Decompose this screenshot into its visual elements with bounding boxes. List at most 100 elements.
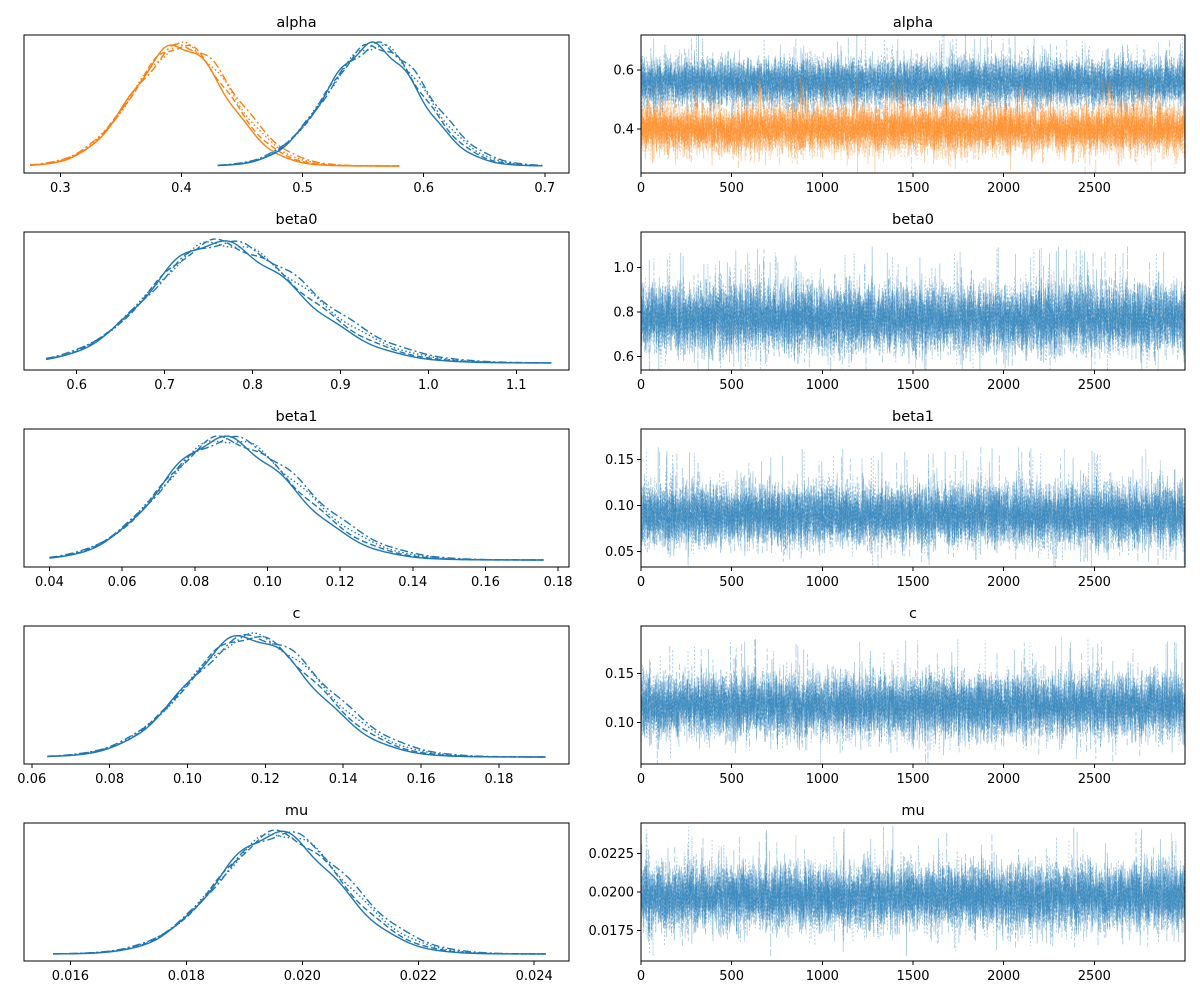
c-chain-1-trace xyxy=(641,638,1185,764)
beta0-trace-xtick-label: 1500 xyxy=(896,378,929,393)
alpha-density-plot-area xyxy=(30,41,543,167)
beta1-trace-ytick-label: 0.10 xyxy=(605,499,634,514)
c-trace-axes-frame xyxy=(640,625,1186,765)
alpha-1--chain-0-trace xyxy=(641,35,1185,128)
c-chain-3-trace xyxy=(641,640,1185,764)
c-density-xtick-label: 0.08 xyxy=(95,772,124,787)
beta1-density-xtick-label: 0.16 xyxy=(471,575,500,590)
alpha-1--chain-2-trace xyxy=(641,35,1185,120)
alpha-trace-ytick-label: 0.6 xyxy=(613,64,634,79)
beta1-density-xtick-label: 0.12 xyxy=(326,575,355,590)
mu-trace-xtick-label: 500 xyxy=(719,969,744,984)
alpha-0--chain-3-density-curve xyxy=(30,43,400,167)
c-chain-2-trace xyxy=(641,636,1185,764)
alpha-1--chain-3-density-curve xyxy=(217,41,543,167)
beta0-trace-xtick-label: 2500 xyxy=(1078,378,1111,393)
alpha-trace-xtick-label: 500 xyxy=(719,181,744,196)
beta0-trace-ytick-label: 1.0 xyxy=(613,261,634,276)
c-trace-panel: c 0.10 0.15 0 500 1000 1500 2000 2500 xyxy=(605,606,1186,787)
beta0-trace-panel: beta0 0.6 0.8 1.0 0 500 1000 1500 2000 2500 xyxy=(613,212,1186,393)
alpha-0--chain-2-density-curve xyxy=(30,41,400,167)
mu-trace-xtick-label: 2000 xyxy=(987,969,1020,984)
alpha-trace-plot-area xyxy=(641,35,1185,173)
beta1-density-xtick-label: 0.14 xyxy=(398,575,427,590)
alpha-density-panel: alpha 0.3 0.4 0.5 0.6 0.7 xyxy=(23,15,570,196)
mu-density-axes-frame xyxy=(23,822,570,962)
beta1-trace-xtick-label: 500 xyxy=(719,575,744,590)
beta0-trace-ytick-label: 0.8 xyxy=(613,306,634,321)
alpha-trace-title: alpha xyxy=(893,15,933,31)
alpha-density-xtick-label: 0.7 xyxy=(534,181,555,196)
beta1-density-axes-frame xyxy=(23,428,570,568)
c-density-title: c xyxy=(293,606,301,622)
alpha-1--chain-1-trace xyxy=(641,35,1185,124)
c-density-xtick-label: 0.12 xyxy=(251,772,280,787)
alpha-trace-panel: alpha 0.4 0.6 0 500 1000 1500 2000 2500 xyxy=(613,15,1186,196)
mu-chain-3-density-curve xyxy=(52,831,546,955)
c-trace-title: c xyxy=(909,606,917,622)
beta1-trace-xtick-label: 2500 xyxy=(1078,575,1111,590)
beta0-chain-3-trace xyxy=(641,246,1185,370)
beta1-trace-xtick-label: 0 xyxy=(637,575,645,590)
beta0-density-plot-area xyxy=(45,238,552,364)
mu-chain-0-trace xyxy=(641,825,1185,957)
alpha-1--chain-3-trace xyxy=(641,35,1185,120)
mu-chain-2-density-curve xyxy=(52,833,546,955)
c-density-xtick-label: 0.10 xyxy=(173,772,202,787)
beta0-density-panel: beta0 0.6 0.7 0.8 0.9 1.0 1.1 xyxy=(23,212,570,393)
beta1-chain-0-density-curve xyxy=(49,435,544,561)
alpha-density-xtick-label: 0.6 xyxy=(413,181,434,196)
alpha-density-xtick-label: 0.4 xyxy=(171,181,192,196)
beta1-chain-3-density-curve xyxy=(49,435,544,561)
mu-density-xtick-label: 0.016 xyxy=(52,969,89,984)
beta0-density-axes-frame xyxy=(23,231,570,371)
beta0-trace-title: beta0 xyxy=(892,212,934,228)
beta1-chain-3-trace xyxy=(641,447,1185,567)
beta1-trace-plot-area xyxy=(641,447,1185,567)
beta0-chain-0-density-curve xyxy=(45,240,552,364)
beta0-density-xtick-label: 0.9 xyxy=(330,378,351,393)
beta0-trace-ytick-label: 0.6 xyxy=(613,350,634,365)
beta0-chain-3-density-curve xyxy=(45,240,552,364)
alpha-density-title: alpha xyxy=(276,15,316,31)
beta1-density-panel: beta1 0.04 0.06 0.08 0.10 0.12 0.14 0.16 0.18 xyxy=(23,409,573,590)
beta1-density-xtick-label: 0.06 xyxy=(108,575,137,590)
beta1-chain-2-trace xyxy=(641,448,1185,567)
c-density-plot-area xyxy=(47,632,546,758)
alpha-0--chain-1-density-curve xyxy=(30,44,400,167)
beta0-trace-axes-frame xyxy=(640,231,1186,371)
alpha-density-axes-frame xyxy=(23,34,570,174)
alpha-trace-xtick-label: 2500 xyxy=(1078,181,1111,196)
mu-chain-1-density-curve xyxy=(52,829,546,955)
alpha-0--chain-1-trace xyxy=(641,78,1185,173)
c-density-axes-frame xyxy=(23,625,570,765)
mu-trace-ytick-label: 0.0225 xyxy=(589,847,635,862)
beta0-chain-2-density-curve xyxy=(45,241,552,364)
alpha-trace-xtick-label: 0 xyxy=(637,181,645,196)
beta1-chain-0-trace xyxy=(641,447,1185,567)
mu-density-xtick-label: 0.020 xyxy=(284,969,321,984)
c-density-xtick-label: 0.06 xyxy=(17,772,46,787)
alpha-trace-xtick-label: 2000 xyxy=(987,181,1020,196)
c-trace-plot-area xyxy=(641,636,1185,764)
beta1-trace-ytick-label: 0.05 xyxy=(605,545,634,560)
mu-density-panel: mu 0.016 0.018 0.020 0.022 0.024 xyxy=(23,803,570,984)
c-chain-2-density-curve xyxy=(47,632,546,758)
alpha-0--chain-2-trace xyxy=(641,78,1185,168)
alpha-0--chain-0-trace xyxy=(641,77,1185,173)
beta0-trace-xtick-label: 2000 xyxy=(987,378,1020,393)
beta0-density-xtick-label: 1.0 xyxy=(418,378,439,393)
beta1-trace-axes-frame xyxy=(640,428,1186,568)
beta1-trace-panel: beta1 0.05 0.10 0.15 0 500 1000 1500 2000 2500 xyxy=(605,409,1186,590)
beta1-trace-xtick-label: 1000 xyxy=(806,575,839,590)
alpha-1--chain-1-density-curve xyxy=(217,43,543,167)
beta0-trace-plot-area xyxy=(641,246,1185,370)
mu-chain-0-density-curve xyxy=(52,830,546,955)
beta1-trace-xtick-label: 1500 xyxy=(896,575,929,590)
beta1-density-xtick-label: 0.18 xyxy=(544,575,573,590)
beta1-chain-2-density-curve xyxy=(49,440,544,561)
c-density-panel: c 0.06 0.08 0.10 0.12 0.14 0.16 0.18 xyxy=(17,606,570,787)
alpha-trace-xtick-label: 1500 xyxy=(896,181,929,196)
mu-trace-xtick-label: 1000 xyxy=(806,969,839,984)
